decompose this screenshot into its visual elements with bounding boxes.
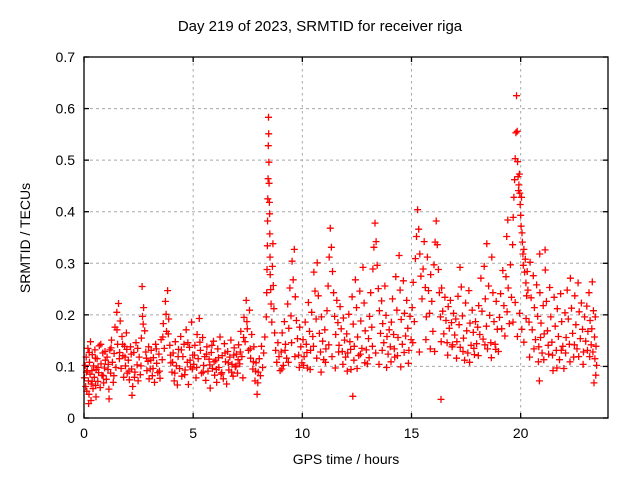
x-axis-label: GPS time / hours [293,451,400,467]
y-axis-label: SRMTID / TECUs [17,183,33,293]
y-tick-label: 0.6 [56,101,76,117]
scatter-markers [80,92,601,408]
y-tick-label: 0.1 [56,358,76,374]
x-tick-label: 0 [80,425,88,441]
y-tick-label: 0 [67,410,75,426]
x-tick-label: 5 [189,425,197,441]
y-tick-label: 0.2 [56,307,76,323]
y-tick-label: 0.7 [56,49,76,65]
chart-title: Day 219 of 2023, SRMTID for receiver rig… [178,18,463,35]
y-tick-label: 0.5 [56,152,76,168]
plot-border [83,56,609,419]
x-tick-label: 20 [513,425,529,441]
y-tick-label: 0.4 [56,204,76,220]
y-tick-label: 0.3 [56,255,76,271]
x-tick-label: 15 [404,425,420,441]
x-tick-label: 10 [295,425,311,441]
x-tick-labels: 0 5 10 15 20 [80,425,529,441]
y-tick-labels: 0 0.1 0.2 0.3 0.4 0.5 0.6 0.7 [56,49,76,426]
data-points [80,92,601,408]
